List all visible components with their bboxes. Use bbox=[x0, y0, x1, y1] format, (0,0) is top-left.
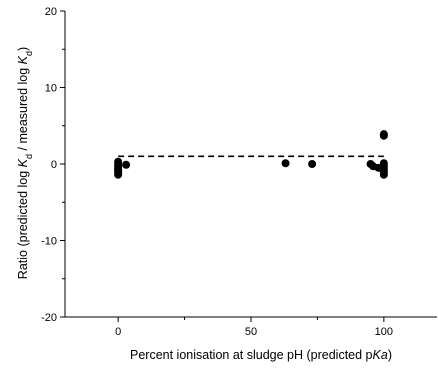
plot-area: -20 -10 0 10 20 0 50 100 bbox=[41, 6, 437, 338]
y-tick-label: 0 bbox=[51, 159, 57, 171]
data-point bbox=[308, 160, 317, 168]
x-tick-label: 100 bbox=[375, 326, 393, 338]
y-tick-label: -20 bbox=[41, 312, 57, 324]
y-tick-label: 10 bbox=[45, 83, 57, 95]
x-tick-label: 50 bbox=[245, 326, 257, 338]
x-axis-title: Percent ionisation at sludge pH (predict… bbox=[130, 348, 392, 362]
y-tick-label: 20 bbox=[45, 6, 57, 18]
y-tick-label: -10 bbox=[41, 236, 57, 248]
data-point bbox=[122, 160, 131, 169]
y-axis-title: Ratio (predicted log Kd / measured log K… bbox=[16, 47, 34, 279]
data-point bbox=[379, 130, 388, 139]
data-point bbox=[114, 170, 123, 179]
x-tick-label: 0 bbox=[115, 326, 121, 338]
data-point bbox=[281, 159, 290, 168]
data-point bbox=[379, 170, 388, 179]
